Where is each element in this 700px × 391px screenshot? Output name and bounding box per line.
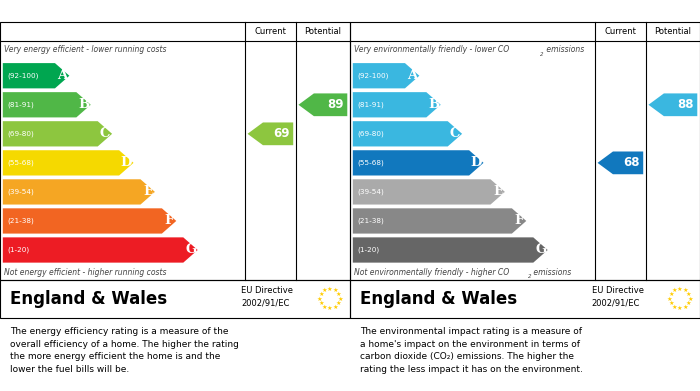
Text: ★: ★	[682, 288, 688, 293]
Text: ★: ★	[336, 301, 342, 307]
Text: EU Directive
2002/91/EC: EU Directive 2002/91/EC	[592, 286, 643, 308]
Text: 2: 2	[528, 274, 531, 280]
Text: EU Directive
2002/91/EC: EU Directive 2002/91/EC	[241, 286, 293, 308]
Polygon shape	[3, 208, 176, 233]
Text: ★: ★	[687, 296, 693, 301]
Text: E: E	[143, 185, 153, 198]
Text: ★: ★	[686, 292, 692, 296]
Text: (69-80): (69-80)	[7, 131, 34, 137]
Polygon shape	[3, 121, 112, 147]
Text: ) Rating: ) Rating	[542, 5, 594, 18]
Text: Very energy efficient - lower running costs: Very energy efficient - lower running co…	[4, 45, 167, 54]
Text: ★: ★	[677, 287, 682, 292]
Text: ★: ★	[322, 288, 328, 293]
Polygon shape	[3, 150, 134, 176]
Text: ★: ★	[327, 307, 332, 311]
Text: 68: 68	[623, 156, 640, 169]
Polygon shape	[648, 93, 697, 116]
Polygon shape	[298, 93, 347, 116]
Text: England & Wales: England & Wales	[360, 290, 517, 308]
Text: ★: ★	[327, 287, 332, 292]
Text: (81-91): (81-91)	[357, 102, 384, 108]
Text: emissions: emissions	[543, 45, 584, 54]
Text: E: E	[493, 185, 503, 198]
Text: (92-100): (92-100)	[7, 72, 38, 79]
Text: ★: ★	[672, 305, 678, 310]
Polygon shape	[353, 208, 526, 233]
Text: Very environmentally friendly - lower CO: Very environmentally friendly - lower CO	[354, 45, 510, 54]
Text: 69: 69	[273, 127, 290, 140]
Text: England & Wales: England & Wales	[10, 290, 167, 308]
Text: (21-38): (21-38)	[357, 218, 384, 224]
Text: B: B	[78, 98, 90, 111]
Polygon shape	[353, 121, 462, 147]
Text: (1-20): (1-20)	[7, 247, 29, 253]
Text: F: F	[164, 214, 174, 228]
Text: Current: Current	[604, 27, 636, 36]
Text: (21-38): (21-38)	[7, 218, 34, 224]
Text: (1-20): (1-20)	[357, 247, 379, 253]
Polygon shape	[598, 151, 643, 174]
Text: Not environmentally friendly - higher CO: Not environmentally friendly - higher CO	[354, 268, 510, 277]
Text: Not energy efficient - higher running costs: Not energy efficient - higher running co…	[4, 268, 167, 277]
Polygon shape	[353, 237, 547, 263]
Text: C: C	[450, 127, 461, 140]
Polygon shape	[353, 63, 419, 88]
Polygon shape	[3, 63, 69, 88]
Polygon shape	[353, 179, 505, 204]
Polygon shape	[3, 179, 155, 204]
Text: Current: Current	[254, 27, 286, 36]
Text: A: A	[407, 69, 417, 82]
Text: Environmental Impact (CO: Environmental Impact (CO	[358, 5, 533, 18]
Text: (39-54): (39-54)	[7, 189, 34, 195]
Text: ★: ★	[332, 305, 338, 310]
Text: emissions: emissions	[531, 268, 571, 277]
Text: The environmental impact rating is a measure of
a home's impact on the environme: The environmental impact rating is a mea…	[360, 327, 583, 374]
Text: ★: ★	[682, 305, 688, 310]
Text: (69-80): (69-80)	[357, 131, 384, 137]
Text: B: B	[428, 98, 440, 111]
Polygon shape	[353, 150, 484, 176]
Text: (55-68): (55-68)	[357, 160, 384, 166]
Text: ★: ★	[668, 292, 674, 296]
Text: ★: ★	[672, 288, 678, 293]
Text: ★: ★	[686, 301, 692, 307]
Text: (55-68): (55-68)	[7, 160, 34, 166]
Text: ★: ★	[677, 307, 682, 311]
Text: (81-91): (81-91)	[7, 102, 34, 108]
Text: 2: 2	[536, 11, 542, 20]
Text: (92-100): (92-100)	[357, 72, 388, 79]
Text: Energy Efficiency Rating: Energy Efficiency Rating	[8, 5, 171, 18]
Text: ★: ★	[337, 296, 343, 301]
Text: ★: ★	[317, 296, 323, 301]
Polygon shape	[3, 237, 197, 263]
Text: The energy efficiency rating is a measure of the
overall efficiency of a home. T: The energy efficiency rating is a measur…	[10, 327, 239, 374]
Text: ★: ★	[318, 292, 324, 296]
Polygon shape	[353, 92, 441, 117]
Text: D: D	[121, 156, 132, 169]
Polygon shape	[248, 122, 293, 145]
Text: ★: ★	[332, 288, 338, 293]
Text: ★: ★	[667, 296, 673, 301]
Text: ★: ★	[668, 301, 674, 307]
Text: G: G	[535, 244, 546, 256]
Text: ★: ★	[322, 305, 328, 310]
Text: 2: 2	[540, 52, 543, 57]
Text: ★: ★	[336, 292, 342, 296]
Text: 88: 88	[678, 98, 694, 111]
Text: (39-54): (39-54)	[357, 189, 384, 195]
Text: 89: 89	[328, 98, 344, 111]
Text: G: G	[185, 244, 196, 256]
Text: F: F	[514, 214, 524, 228]
Text: ★: ★	[318, 301, 324, 307]
Polygon shape	[3, 92, 91, 117]
Text: Potential: Potential	[304, 27, 342, 36]
Text: D: D	[471, 156, 482, 169]
Text: C: C	[100, 127, 111, 140]
Text: A: A	[57, 69, 67, 82]
Text: Potential: Potential	[654, 27, 692, 36]
